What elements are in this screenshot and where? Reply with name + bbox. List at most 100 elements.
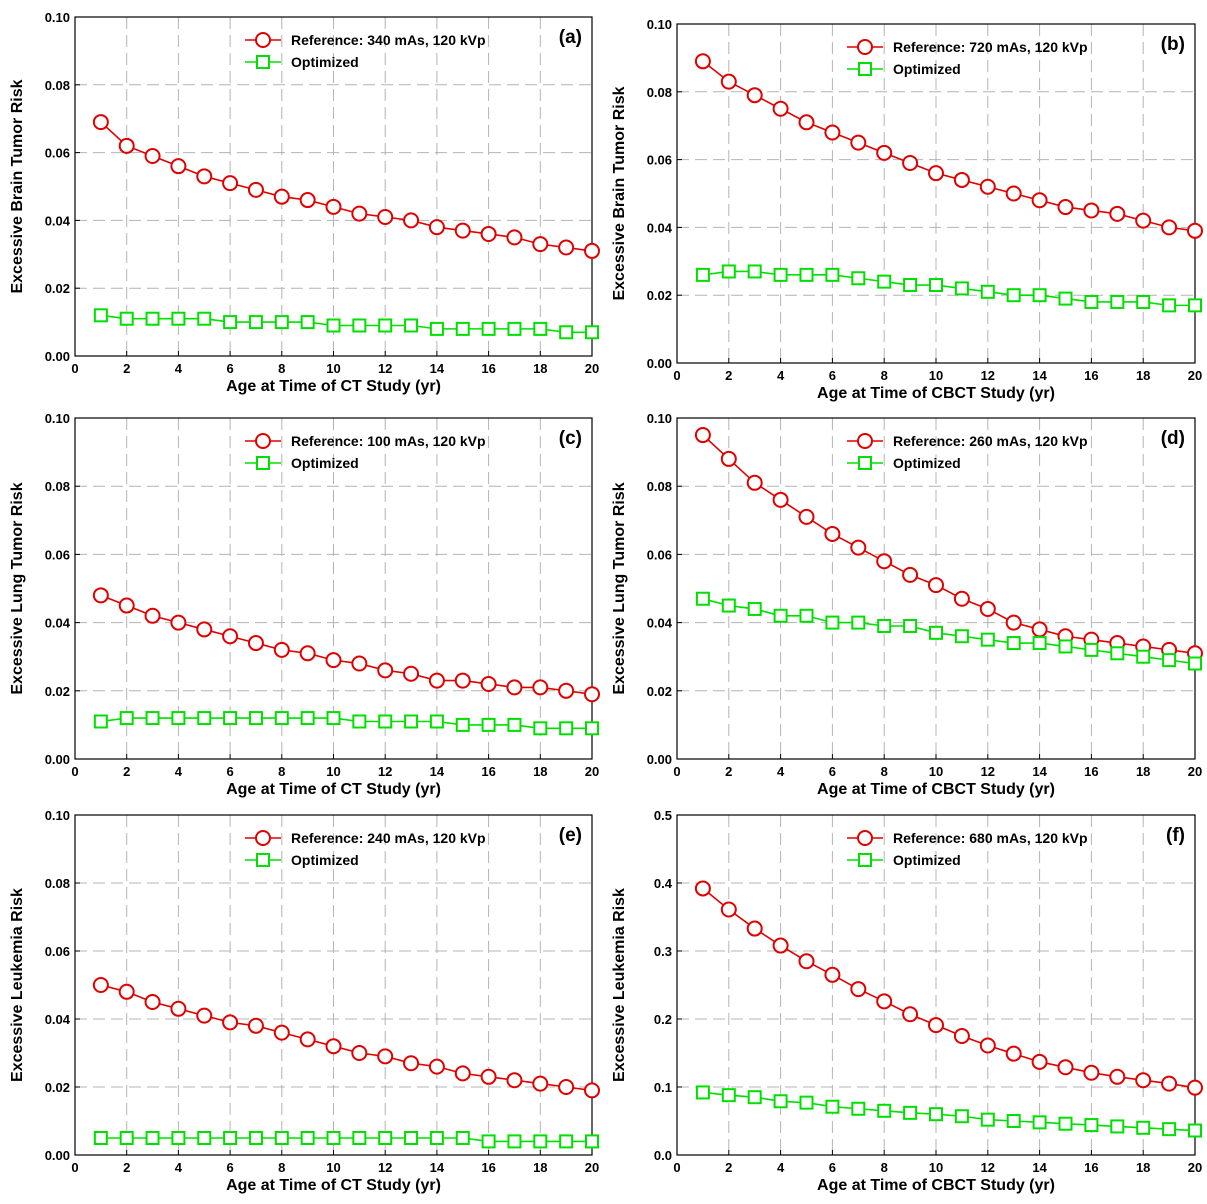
data-point — [694, 880, 711, 897]
data-point — [403, 665, 420, 682]
data-point — [902, 566, 919, 583]
y-tick-label: 0.02 — [647, 288, 672, 303]
data-point — [1006, 636, 1021, 651]
data-point — [118, 983, 135, 1000]
data-point — [171, 1131, 186, 1145]
data-point — [196, 168, 213, 185]
x-tick-label: 2 — [725, 1160, 732, 1175]
data-point — [352, 1131, 367, 1145]
data-point — [455, 321, 470, 336]
data-point — [93, 1131, 108, 1145]
data-point — [197, 311, 212, 326]
data-point — [1031, 1053, 1048, 1070]
data-point — [1058, 1116, 1073, 1131]
data-point — [772, 100, 789, 117]
data-point — [980, 632, 995, 647]
data-point — [171, 711, 186, 726]
data-point — [532, 236, 549, 253]
y-tick-label: 0.04 — [647, 220, 673, 235]
x-tick-label: 12 — [981, 368, 995, 383]
data-point — [980, 284, 995, 299]
x-tick-label: 4 — [175, 361, 183, 376]
data-point — [772, 491, 789, 508]
x-tick-label: 0 — [673, 1160, 680, 1175]
data-point — [300, 711, 315, 726]
data-point — [1135, 212, 1152, 229]
y-axis-label: Excessive Brain Tumor Risk — [9, 79, 26, 293]
x-tick-label: 14 — [430, 764, 445, 779]
data-point — [351, 655, 368, 672]
data-point — [979, 600, 996, 617]
x-tick-label: 12 — [981, 1160, 995, 1175]
data-point — [979, 1037, 996, 1054]
data-point — [223, 1131, 238, 1145]
data-point — [903, 619, 918, 634]
data-point — [1162, 298, 1177, 313]
x-tick-label: 6 — [226, 764, 233, 779]
panel-label: (e) — [559, 825, 582, 846]
data-point — [851, 1101, 866, 1116]
data-point — [196, 1007, 213, 1024]
data-point — [773, 267, 788, 282]
data-point — [851, 615, 866, 630]
data-point — [1109, 205, 1126, 222]
data-point — [1058, 291, 1073, 306]
x-tick-label: 16 — [481, 1160, 495, 1175]
data-point — [928, 577, 944, 594]
data-point — [506, 1072, 523, 1089]
data-point — [533, 1134, 548, 1149]
x-tick-label: 4 — [777, 368, 785, 383]
x-tick-label: 0 — [673, 764, 680, 779]
data-point — [481, 321, 496, 336]
data-point — [119, 1131, 134, 1145]
data-point — [273, 188, 290, 205]
series-line — [702, 60, 1196, 232]
data-point — [1057, 199, 1074, 216]
legend-label: Optimized — [893, 852, 961, 868]
data-point — [954, 629, 969, 644]
data-point — [695, 267, 710, 282]
x-tick-label: 20 — [585, 361, 599, 376]
data-point — [825, 1099, 840, 1114]
series-optimized — [695, 264, 1202, 313]
data-point — [747, 264, 762, 279]
legend: Reference: 260 mAs, 120 kVp Optimized — [847, 433, 1088, 471]
legend-marker — [256, 456, 270, 470]
data-point — [772, 937, 789, 954]
data-point — [145, 711, 160, 726]
data-point — [799, 267, 814, 282]
x-tick-label: 18 — [1136, 368, 1150, 383]
y-tick-label: 0.0 — [654, 1148, 672, 1163]
data-point — [533, 321, 548, 336]
x-tick-label: 6 — [829, 368, 836, 383]
data-point — [824, 124, 841, 141]
data-point — [454, 1065, 471, 1082]
legend: Reference: 100 mAs, 120 kVp Optimized — [245, 433, 486, 471]
legend-label: Optimized — [893, 455, 961, 471]
data-point — [902, 154, 919, 171]
data-point — [903, 278, 918, 293]
legend-marker — [256, 55, 270, 69]
data-point — [559, 325, 574, 340]
data-point — [1031, 621, 1048, 638]
data-point — [378, 714, 393, 729]
y-axis-label: Excessive Brain Tumor Risk — [611, 86, 628, 300]
data-point — [118, 137, 135, 154]
data-point — [1058, 639, 1073, 654]
data-point — [92, 114, 109, 131]
series-line — [702, 887, 1196, 1089]
data-point — [877, 1103, 892, 1118]
x-tick-label: 4 — [175, 764, 183, 779]
data-point — [326, 318, 341, 333]
legend-label: Reference: 260 mAs, 120 kVp — [893, 433, 1088, 449]
data-point — [1188, 656, 1202, 671]
chart-panel-f: 0 2 4 6 8 10 12 14 16 18 20 0.0 0.1 0.2 0.3 0.4 0.5 Age a… — [611, 808, 1203, 1194]
x-tick-label: 0 — [673, 368, 680, 383]
chart-panel-a: 0 2 4 6 8 10 12 14 16 18 20 0.00 0.02 0.04 0.06 0.08 0.1… — [9, 10, 600, 395]
data-point — [274, 711, 289, 726]
data-point — [584, 686, 600, 703]
data-point — [454, 222, 471, 239]
data-point — [222, 175, 239, 192]
data-point — [720, 73, 737, 90]
